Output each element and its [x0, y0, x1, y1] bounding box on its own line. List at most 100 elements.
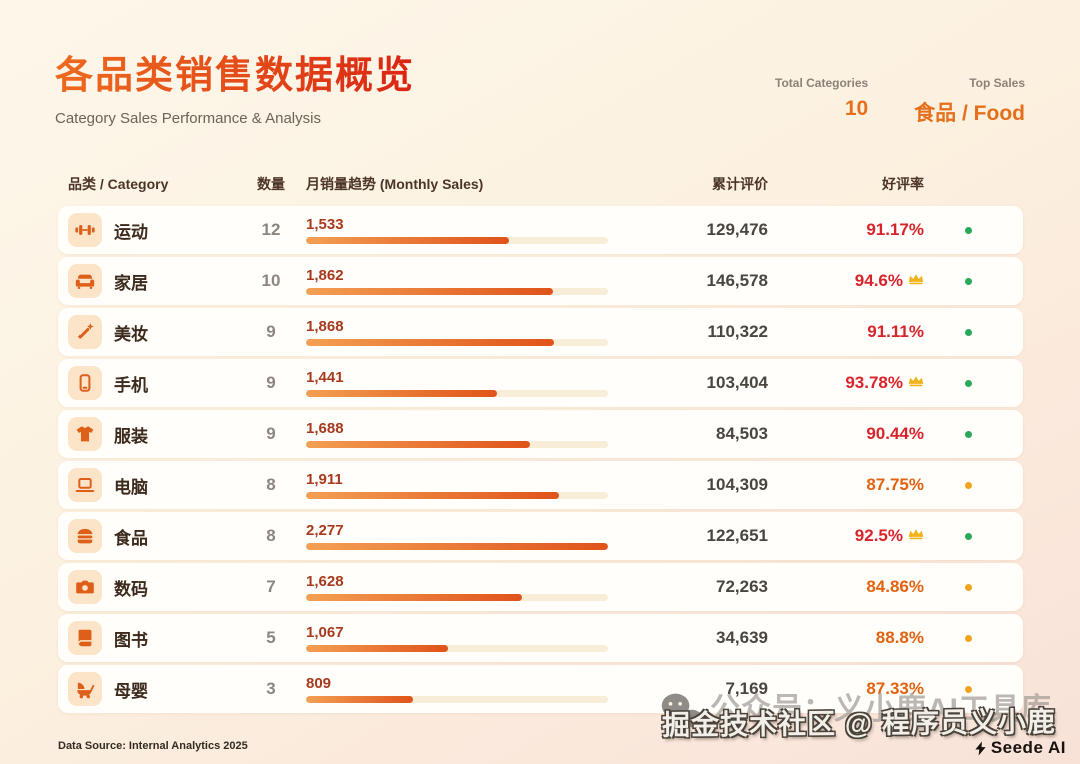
- seede-bolt-icon: [975, 740, 986, 756]
- monthly-sales-value: 1,911: [306, 470, 343, 488]
- category-name: 数码: [114, 579, 148, 599]
- column-header-trend: 月销量趋势 (Monthly Sales): [306, 176, 484, 192]
- rating-value: 91.17%: [866, 220, 924, 239]
- category-name: 图书: [114, 630, 148, 650]
- monthly-sales-value: 1,628: [306, 572, 344, 590]
- total-reviews: 104,309: [706, 475, 768, 494]
- sales-bar-track: [306, 542, 608, 550]
- rating-value: 91.11%: [867, 322, 924, 341]
- summary-stats: Total Categories 10 Top Sales 食品 / Food: [775, 76, 1025, 127]
- rating-value: 90.44%: [866, 424, 924, 443]
- book-icon: [68, 621, 102, 655]
- sales-bar-track: [306, 644, 608, 652]
- monthly-sales-value: 1,533: [306, 215, 344, 233]
- tshirt-icon: [68, 417, 102, 451]
- sales-bar-track: [306, 236, 608, 244]
- column-header-reviews: 累计评价: [712, 176, 768, 192]
- total-reviews: 72,263: [716, 577, 768, 596]
- table-row: 手机 9 1,441 103,404 93.78%: [58, 359, 1023, 407]
- category-name: 电脑: [114, 477, 148, 497]
- total-reviews: 146,578: [706, 271, 768, 290]
- burger-icon: [68, 519, 102, 553]
- sales-bar: [306, 287, 554, 295]
- status-dot: [965, 482, 972, 489]
- rating-value: 88.8%: [875, 628, 924, 647]
- status-dot: [965, 227, 972, 234]
- stat-label: Top Sales: [969, 76, 1025, 90]
- column-header-category: 品类 / Category: [68, 176, 169, 192]
- table-row: 美妆 9 1,868 110,322 91.11%: [58, 308, 1023, 356]
- stat-value: 10: [844, 97, 869, 120]
- page-header: 各品类销售数据概览 Category Sales Performance & A…: [55, 44, 415, 127]
- crown-icon: [908, 374, 924, 392]
- table-header: 品类 / Category 数量 月销量趋势 (Monthly Sales) 累…: [58, 174, 1023, 194]
- column-header-count: 数量: [257, 176, 285, 192]
- rating-value: 87.33%: [866, 679, 924, 698]
- monthly-sales-value: 1,868: [306, 317, 344, 335]
- table-body: 运动 12 1,533 129,476 91.17% 家居 10 1,862: [58, 206, 1023, 716]
- category-count: 7: [266, 577, 276, 596]
- laptop-icon: [68, 468, 102, 502]
- total-reviews: 84,503: [716, 424, 768, 443]
- monthly-sales-value: 2,277: [306, 521, 344, 539]
- monthly-sales-value: 1,688: [306, 419, 344, 437]
- rating-value: 94.6%: [854, 271, 903, 290]
- status-dot: [965, 380, 972, 387]
- category-name: 母婴: [114, 681, 148, 701]
- category-name: 食品: [114, 528, 148, 548]
- stat-label: Total Categories: [775, 76, 869, 90]
- category-count: 9: [266, 322, 276, 341]
- table-row: 家居 10 1,862 146,578 94.6%: [58, 257, 1023, 305]
- crown-icon: [908, 527, 924, 545]
- seede-ai-logo: Seede AI: [973, 738, 1066, 758]
- sales-bar: [306, 695, 414, 703]
- total-reviews: 34,639: [716, 628, 768, 647]
- rating-value: 93.78%: [845, 373, 903, 392]
- dumbbell-icon: [68, 213, 102, 247]
- sales-bar: [306, 542, 608, 550]
- status-dot: [965, 635, 972, 642]
- sales-bar: [306, 593, 522, 601]
- camera-icon: [68, 570, 102, 604]
- category-count: 12: [261, 220, 281, 239]
- stat-value: 食品 / Food: [914, 102, 1025, 125]
- status-dot: [965, 278, 972, 285]
- rating-value: 92.5%: [854, 526, 903, 545]
- sales-bar-track: [306, 440, 608, 448]
- table-row: 食品 8 2,277 122,651 92.5%: [58, 512, 1023, 560]
- sales-bar-track: [306, 389, 608, 397]
- monthly-sales-value: 1,067: [306, 623, 344, 641]
- table-row: 电脑 8 1,911 104,309 87.75%: [58, 461, 1023, 509]
- category-count: 9: [266, 373, 276, 392]
- rating-value: 84.86%: [866, 577, 924, 596]
- table-row: 图书 5 1,067 34,639 88.8%: [58, 614, 1023, 662]
- category-count: 5: [266, 628, 276, 647]
- category-count: 3: [266, 679, 276, 698]
- status-dot: [965, 533, 972, 540]
- total-reviews: 110,322: [707, 322, 768, 341]
- total-reviews: 7,169: [725, 679, 768, 698]
- sales-bar-track: [306, 287, 608, 295]
- status-dot: [965, 686, 972, 693]
- magic-wand-icon: [68, 315, 102, 349]
- status-dot: [965, 584, 972, 591]
- column-header-rating: 好评率: [882, 176, 924, 192]
- total-reviews: 103,404: [706, 373, 768, 392]
- sales-bar: [306, 644, 448, 652]
- sales-bar-track: [306, 593, 608, 601]
- category-name: 运动: [114, 222, 148, 242]
- total-reviews: 129,476: [706, 220, 768, 239]
- monthly-sales-value: 1,441: [306, 368, 344, 386]
- rating-value: 87.75%: [866, 475, 924, 494]
- table-row: 数码 7 1,628 72,263 84.86%: [58, 563, 1023, 611]
- sales-bar-track: [306, 338, 608, 346]
- stroller-icon: [68, 672, 102, 706]
- sales-bar: [306, 338, 554, 346]
- category-count: 8: [266, 475, 276, 494]
- category-name: 服装: [114, 426, 148, 446]
- status-dot: [965, 329, 972, 336]
- sales-bar: [306, 491, 560, 499]
- smartphone-icon: [68, 366, 102, 400]
- page-title: 各品类销售数据概览: [55, 44, 415, 99]
